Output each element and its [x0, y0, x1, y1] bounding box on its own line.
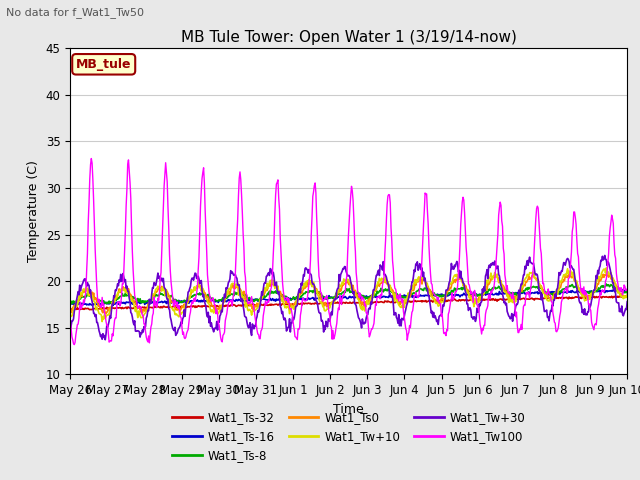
- Wat1_Ts0: [67, 310, 74, 315]
- Line: Wat1_Ts-16: Wat1_Ts-16: [70, 289, 627, 305]
- Wat1_Tw+30: [417, 267, 425, 273]
- Wat1_Ts-8: [417, 286, 425, 292]
- Wat1_Tw+30: [601, 252, 609, 258]
- Wat1_Ts0: [417, 276, 425, 282]
- Wat1_Tw+30: [191, 270, 199, 276]
- Wat1_Ts-16: [67, 301, 74, 307]
- Wat1_Tw+10: [134, 308, 142, 314]
- Text: No data for f_Wat1_Tw50: No data for f_Wat1_Tw50: [6, 7, 145, 18]
- Wat1_Ts-32: [434, 298, 442, 304]
- Wat1_Ts-16: [623, 288, 631, 294]
- Wat1_Ts-16: [221, 298, 228, 304]
- Wat1_Tw100: [435, 295, 442, 300]
- Wat1_Ts-16: [434, 291, 442, 297]
- Wat1_Tw+10: [221, 298, 228, 303]
- Wat1_Tw+10: [602, 265, 610, 271]
- Wat1_Ts-32: [221, 303, 228, 309]
- Wat1_Ts-8: [191, 292, 199, 298]
- Line: Wat1_Tw100: Wat1_Tw100: [70, 158, 627, 345]
- Wat1_Tw+10: [191, 288, 199, 293]
- Wat1_Tw+10: [77, 289, 84, 295]
- Wat1_Ts-8: [602, 281, 610, 287]
- Wat1_Ts0: [434, 300, 442, 306]
- Wat1_Ts-32: [134, 305, 142, 311]
- Wat1_Ts-32: [191, 305, 199, 311]
- Wat1_Ts-32: [69, 307, 77, 313]
- Line: Wat1_Ts0: Wat1_Ts0: [70, 274, 627, 314]
- Line: Wat1_Ts-32: Wat1_Ts-32: [70, 296, 627, 310]
- Wat1_Ts-16: [191, 298, 199, 303]
- Wat1_Tw+10: [623, 292, 631, 298]
- Wat1_Ts-8: [623, 288, 631, 294]
- Wat1_Ts-32: [417, 298, 425, 304]
- Wat1_Tw100: [77, 306, 85, 312]
- Wat1_Ts-8: [221, 296, 228, 301]
- Wat1_Tw+30: [77, 288, 84, 294]
- Wat1_Tw100: [192, 294, 200, 300]
- Wat1_Tw+10: [434, 301, 442, 307]
- Wat1_Tw100: [88, 156, 95, 161]
- Wat1_Ts-16: [77, 301, 84, 307]
- Wat1_Tw+30: [434, 317, 442, 323]
- Wat1_Ts-8: [67, 301, 74, 307]
- Wat1_Tw+10: [417, 275, 425, 280]
- Wat1_Ts-16: [97, 302, 105, 308]
- Wat1_Tw100: [136, 303, 143, 309]
- Wat1_Ts0: [604, 271, 611, 276]
- Wat1_Tw100: [67, 321, 74, 326]
- Wat1_Ts-32: [67, 306, 74, 312]
- Wat1_Tw+30: [101, 337, 109, 343]
- Line: Wat1_Tw+10: Wat1_Tw+10: [70, 268, 627, 322]
- Wat1_Tw+10: [67, 313, 74, 319]
- Wat1_Ts-16: [134, 299, 142, 305]
- Title: MB Tule Tower: Open Water 1 (3/19/14-now): MB Tule Tower: Open Water 1 (3/19/14-now…: [181, 30, 516, 46]
- Text: MB_tule: MB_tule: [76, 58, 131, 71]
- Wat1_Ts0: [77, 293, 84, 299]
- Wat1_Tw+30: [221, 291, 228, 297]
- Wat1_Ts-8: [434, 292, 442, 298]
- Legend: Wat1_Ts-32, Wat1_Ts-16, Wat1_Ts-8, Wat1_Ts0, Wat1_Tw+10, Wat1_Tw+30, Wat1_Tw100: Wat1_Ts-32, Wat1_Ts-16, Wat1_Ts-8, Wat1_…: [168, 406, 530, 467]
- Wat1_Ts0: [221, 299, 228, 304]
- Wat1_Tw100: [418, 255, 426, 261]
- Wat1_Tw+30: [623, 299, 631, 304]
- X-axis label: Time: Time: [333, 403, 364, 416]
- Wat1_Ts-8: [77, 294, 85, 300]
- Wat1_Tw100: [70, 342, 78, 348]
- Wat1_Tw+30: [67, 329, 74, 335]
- Wat1_Ts0: [623, 293, 631, 299]
- Wat1_Ts-32: [623, 293, 631, 299]
- Wat1_Ts-16: [616, 287, 624, 292]
- Wat1_Tw+10: [99, 319, 106, 324]
- Wat1_Tw+30: [134, 328, 142, 334]
- Y-axis label: Temperature (C): Temperature (C): [28, 160, 40, 262]
- Wat1_Tw100: [623, 286, 631, 292]
- Wat1_Ts0: [102, 311, 110, 317]
- Wat1_Ts-16: [417, 293, 425, 299]
- Line: Wat1_Ts-8: Wat1_Ts-8: [70, 284, 627, 304]
- Wat1_Ts0: [191, 286, 199, 292]
- Wat1_Ts-8: [67, 301, 75, 307]
- Line: Wat1_Tw+30: Wat1_Tw+30: [70, 255, 627, 340]
- Wat1_Tw100: [221, 318, 229, 324]
- Wat1_Ts-32: [77, 305, 85, 311]
- Wat1_Ts0: [134, 305, 142, 311]
- Wat1_Ts-8: [134, 297, 142, 303]
